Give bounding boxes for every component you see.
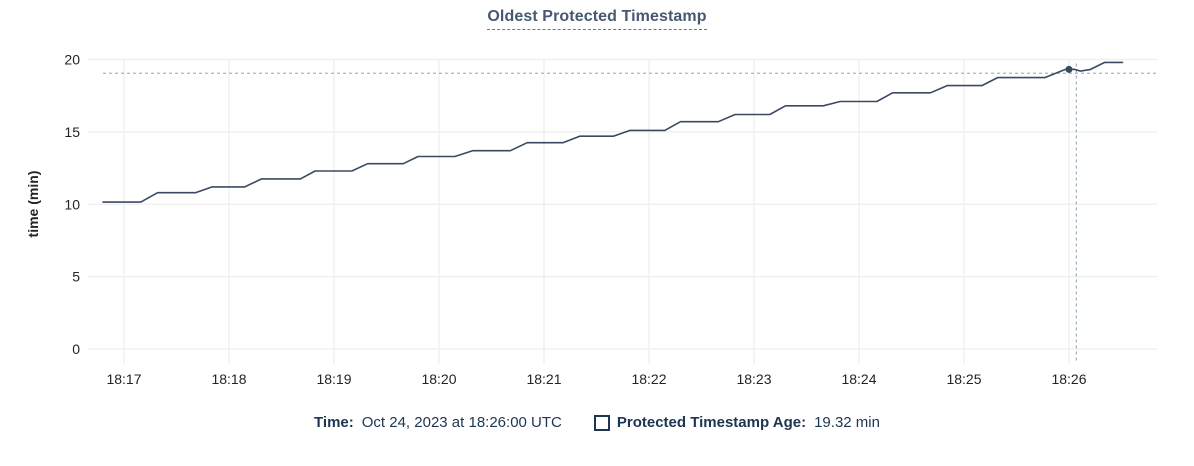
x-tick-label: 18:26 xyxy=(1051,371,1086,387)
y-tick-label: 15 xyxy=(64,124,80,140)
x-tick-label: 18:24 xyxy=(841,371,876,387)
x-tick-label: 18:20 xyxy=(421,371,456,387)
hover-data-point-dot xyxy=(1065,65,1073,73)
chart-title[interactable]: Oldest Protected Timestamp xyxy=(487,8,707,30)
x-tick-label: 18:23 xyxy=(736,371,771,387)
time-label: Time: xyxy=(314,414,354,431)
y-axis-title: time (min) xyxy=(25,170,41,238)
y-tick-label: 0 xyxy=(72,341,80,357)
hover-time-readout: Time: Oct 24, 2023 at 18:26:00 UTC xyxy=(314,414,562,431)
hover-point xyxy=(1065,65,1073,73)
line-chart-plot-area[interactable]: 0 5 10 15 20 18:17 18:18 18:19 18:20 18:21 18:22 18… xyxy=(0,0,1194,400)
series-label: Protected Timestamp Age: xyxy=(616,414,807,431)
x-tick-label: 18:21 xyxy=(526,371,561,387)
chart-title-row: Oldest Protected Timestamp xyxy=(0,8,1194,30)
series-value: 19.32 min xyxy=(814,414,880,431)
y-tick-label: 20 xyxy=(64,52,80,68)
protected-timestamp-age-line xyxy=(102,61,1124,203)
y-tick-label: 5 xyxy=(72,269,80,285)
horizontal-gridlines xyxy=(88,58,1157,350)
series-line-group xyxy=(102,61,1124,203)
x-tick-label: 18:19 xyxy=(316,371,351,387)
series-checkbox-icon[interactable] xyxy=(593,414,610,431)
time-value: Oct 24, 2023 at 18:26:00 UTC xyxy=(361,414,562,431)
x-tick-label: 18:22 xyxy=(631,371,666,387)
x-tick-label: 18:17 xyxy=(106,371,141,387)
hover-crosshair xyxy=(103,63,1157,361)
axis-tick-labels: 0 5 10 15 20 18:17 18:18 18:19 18:20 18:21 18:22 18… xyxy=(64,52,1086,388)
chart-footer-legend: Time: Oct 24, 2023 at 18:26:00 UTC Prote… xyxy=(0,414,1194,431)
x-tick-label: 18:18 xyxy=(211,371,246,387)
x-tick-label: 18:25 xyxy=(946,371,981,387)
vertical-gridlines xyxy=(123,59,1070,364)
legend-series-toggle[interactable]: Protected Timestamp Age: 19.32 min xyxy=(593,414,880,431)
y-tick-label: 10 xyxy=(64,196,80,212)
